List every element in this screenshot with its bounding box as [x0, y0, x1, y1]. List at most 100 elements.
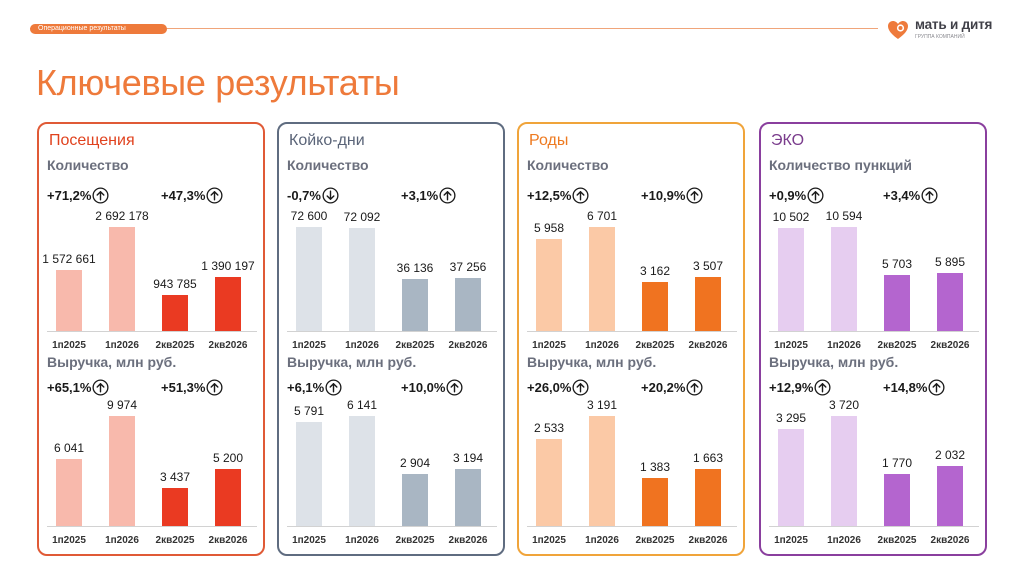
- change-indicator: +71,2%: [47, 187, 109, 204]
- category-label: 2кв2026: [448, 340, 488, 351]
- data-label: 3 194: [452, 451, 484, 465]
- change-value: +47,3%: [161, 188, 206, 203]
- change-value: -0,7%: [287, 188, 321, 203]
- up-arrow-circle-icon: [928, 379, 945, 396]
- metric-label: Количество: [527, 157, 609, 173]
- bar: [109, 227, 135, 331]
- up-arrow-circle-icon: [572, 379, 589, 396]
- data-label: 1 770: [881, 456, 913, 470]
- category-label: 2кв2026: [208, 535, 248, 546]
- bar: [831, 416, 857, 526]
- change-indicator: +14,8%: [883, 379, 945, 396]
- metric-label: Количество: [47, 157, 129, 173]
- bar: [695, 469, 721, 526]
- section-label: Операционные результаты: [30, 24, 167, 34]
- data-label: 2 692 178: [95, 209, 149, 223]
- bar: [642, 282, 668, 331]
- chart-baseline: [287, 526, 497, 527]
- panel-1: Посещения Количество +71,2% +47,3% 1 572 661…: [37, 122, 265, 556]
- category-label: 1п2025: [52, 340, 86, 351]
- up-arrow-circle-icon: [92, 187, 109, 204]
- data-label: 3 437: [159, 470, 191, 484]
- logo-heart-icon: [888, 21, 908, 39]
- metric-label: Количество пункций: [769, 157, 913, 173]
- up-arrow-circle-icon: [686, 379, 703, 396]
- up-arrow-circle-icon: [439, 187, 456, 204]
- up-arrow-circle-icon: [814, 379, 831, 396]
- category-label: 1п2025: [52, 535, 86, 546]
- data-label: 2 533: [533, 421, 565, 435]
- chart-baseline: [527, 526, 737, 527]
- up-arrow-circle-icon: [325, 379, 342, 396]
- category-label: 1п2026: [827, 535, 861, 546]
- change-value: +3,1%: [401, 188, 439, 203]
- metric-label: Выручка, млн руб.: [47, 354, 177, 370]
- bar: [536, 239, 562, 331]
- chart-baseline: [769, 331, 979, 332]
- category-label: 2кв2026: [448, 535, 488, 546]
- category-label: 2кв2025: [155, 535, 195, 546]
- data-label: 2 904: [399, 456, 431, 470]
- panel-4: ЭКО Количество пункций +0,9% +3,4% 10 502 1п2…: [759, 122, 987, 556]
- change-indicator: +12,5%: [527, 187, 589, 204]
- category-label: 1п2026: [585, 340, 619, 351]
- change-indicator: +6,1%: [287, 379, 342, 396]
- data-label: 72 600: [290, 209, 328, 223]
- change-value: +12,9%: [769, 380, 814, 395]
- change-indicator: +3,1%: [401, 187, 456, 204]
- category-label: 2кв2025: [395, 340, 435, 351]
- change-indicator: +65,1%: [47, 379, 109, 396]
- company-logo: мать и дитя ГРУППА КОМПАНИЙ: [886, 17, 1006, 43]
- change-value: +10,9%: [641, 188, 686, 203]
- category-label: 1п2026: [345, 535, 379, 546]
- category-label: 1п2025: [292, 535, 326, 546]
- data-label: 3 295: [775, 411, 807, 425]
- bar: [937, 273, 963, 331]
- up-arrow-circle-icon: [92, 379, 109, 396]
- bar: [937, 466, 963, 526]
- change-value: +51,3%: [161, 380, 206, 395]
- bar: [56, 459, 82, 526]
- change-indicator: +51,3%: [161, 379, 223, 396]
- bar: [215, 277, 241, 331]
- data-label: 9 974: [106, 398, 138, 412]
- data-label: 5 958: [533, 221, 565, 235]
- category-label: 2кв2025: [877, 340, 917, 351]
- data-label: 1 390 197: [201, 259, 255, 273]
- data-label: 6 041: [53, 441, 85, 455]
- metric-label: Количество: [287, 157, 369, 173]
- data-label: 5 200: [212, 451, 244, 465]
- category-label: 1п2025: [292, 340, 326, 351]
- bar: [884, 474, 910, 526]
- category-label: 1п2025: [532, 340, 566, 351]
- panel-2: Койко-дни Количество -0,7% +3,1% 72 600 1п202…: [277, 122, 505, 556]
- category-label: 1п2025: [774, 340, 808, 351]
- data-label: 943 785: [153, 277, 197, 291]
- bar: [778, 429, 804, 526]
- category-label: 2кв2025: [395, 535, 435, 546]
- bar: [56, 270, 82, 331]
- chart-baseline: [769, 526, 979, 527]
- data-label: 6 701: [586, 209, 618, 223]
- category-label: 1п2026: [345, 340, 379, 351]
- data-label: 1 663: [692, 451, 724, 465]
- down-arrow-circle-icon: [322, 187, 339, 204]
- category-label: 1п2026: [585, 535, 619, 546]
- bar: [455, 278, 481, 331]
- data-label: 10 594: [825, 209, 863, 223]
- bar: [349, 228, 375, 331]
- data-label: 6 141: [346, 398, 378, 412]
- change-value: +26,0%: [527, 380, 572, 395]
- panel-title: ЭКО: [771, 132, 805, 149]
- change-value: +71,2%: [47, 188, 92, 203]
- change-indicator: +20,2%: [641, 379, 703, 396]
- chart-baseline: [47, 526, 257, 527]
- change-indicator: +10,9%: [641, 187, 703, 204]
- bar: [296, 422, 322, 526]
- category-label: 2кв2026: [930, 340, 970, 351]
- change-value: +12,5%: [527, 188, 572, 203]
- change-value: +6,1%: [287, 380, 325, 395]
- category-label: 1п2025: [532, 535, 566, 546]
- data-label: 10 502: [772, 210, 810, 224]
- data-label: 3 191: [586, 398, 618, 412]
